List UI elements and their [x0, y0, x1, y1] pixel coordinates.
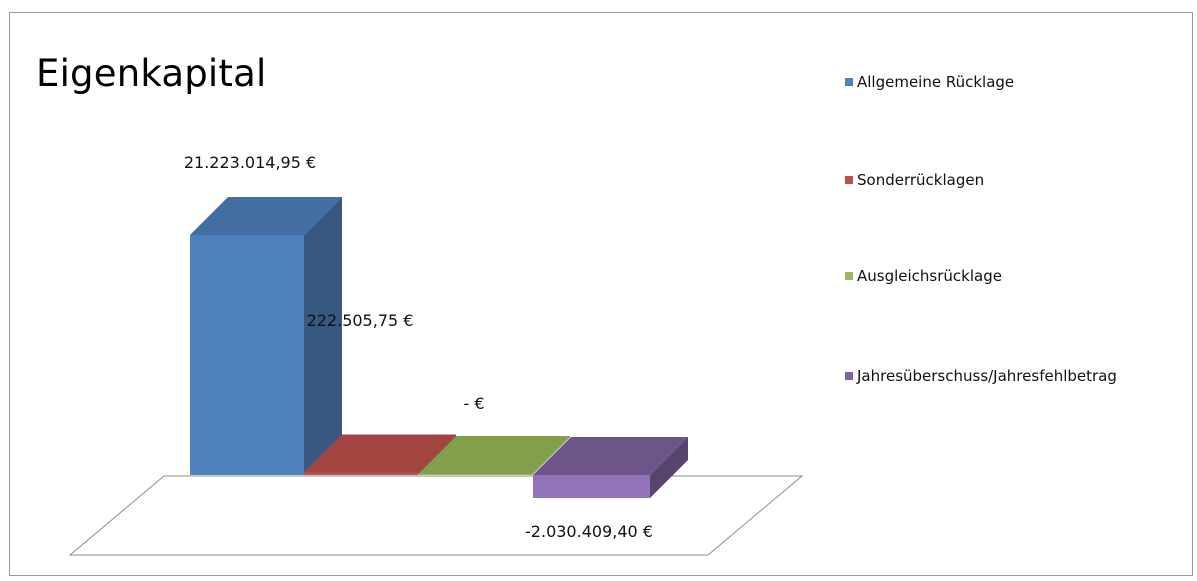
bar-2-front — [304, 472, 418, 475]
legend-swatch-1 — [845, 78, 853, 86]
legend-swatch-2 — [845, 176, 853, 184]
legend-label-1: Allgemeine Rücklage — [857, 73, 1015, 91]
bar-3-top — [418, 436, 570, 474]
bar-4-side — [650, 437, 688, 498]
legend-item-4: Jahresüberschuss/Jahresfehlbetrag — [845, 367, 1117, 385]
legend-label-2: Sonderrücklagen — [857, 171, 985, 189]
chart-floor — [68, 475, 804, 556]
chart-title: Eigenkapital — [36, 52, 267, 95]
data-label-3: - € — [463, 394, 484, 413]
legend-label-4: Jahresüberschuss/Jahresfehlbetrag — [857, 367, 1117, 385]
legend-swatch-4 — [845, 372, 853, 380]
legend-item-1: Allgemeine Rücklage — [845, 73, 1014, 91]
legend-item-2: Sonderrücklagen — [845, 171, 984, 189]
data-label-2: 222.505,75 € — [307, 311, 414, 330]
bar-1-side — [304, 197, 342, 475]
data-label-4: -2.030.409,40 € — [525, 522, 653, 541]
bar-3-front — [418, 474, 532, 475]
bar-4-top — [533, 437, 688, 475]
data-label-1: 21.223.014,95 € — [184, 153, 316, 172]
bar-1-front — [190, 235, 304, 475]
bar-4-front — [533, 475, 650, 498]
bar-2-top — [304, 434, 456, 473]
legend-label-3: Ausgleichsrücklage — [857, 267, 1002, 285]
legend-swatch-3 — [845, 272, 853, 280]
bar-3-side — [532, 436, 570, 475]
legend-item-3: Ausgleichsrücklage — [845, 267, 1002, 285]
bar-1-top — [190, 197, 342, 235]
